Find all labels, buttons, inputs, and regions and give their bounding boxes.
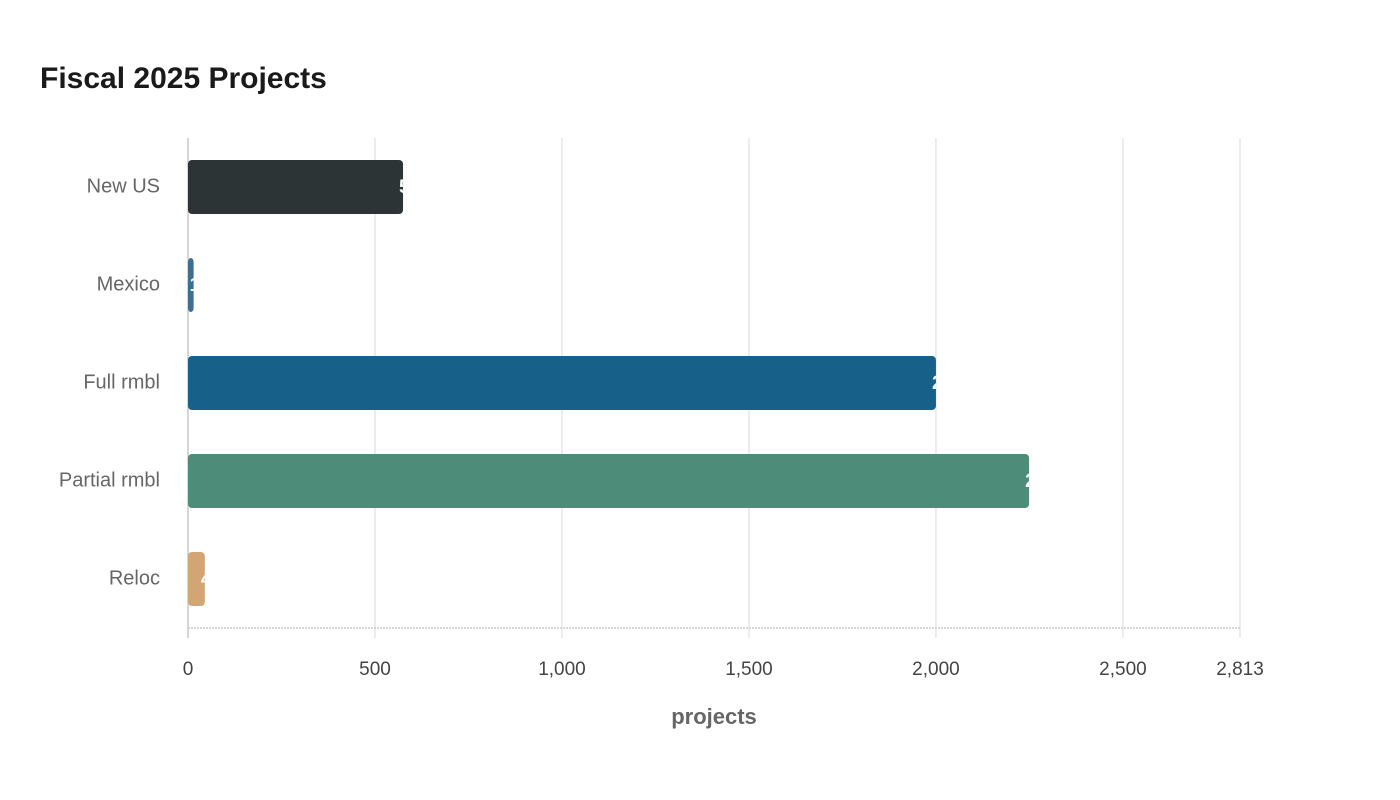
x-tick-label: 0 (183, 659, 194, 680)
x-axis-title: projects (671, 704, 757, 729)
bar (188, 356, 936, 410)
data-label: 45 (201, 569, 223, 590)
y-tick-label: Full rmbl (83, 371, 160, 393)
chart-title: Fiscal 2025 Projects (40, 62, 327, 95)
x-tick-label: 2,000 (912, 659, 960, 680)
x-tick-label: 2,813 (1216, 659, 1264, 680)
data-label: 15 (190, 275, 212, 296)
data-label: 2249 (1025, 471, 1067, 492)
bar (188, 160, 404, 214)
y-tick-label: Mexico (97, 273, 160, 295)
x-tick-label: 500 (359, 659, 391, 680)
y-tick-label: New US (87, 175, 160, 197)
x-tick-label: 1,000 (538, 659, 586, 680)
data-label: 2000 (932, 373, 974, 394)
data-label: 575 (399, 177, 431, 198)
x-tick-label: 2,500 (1099, 659, 1147, 680)
bar (188, 454, 1030, 508)
y-tick-label: Reloc (109, 567, 160, 589)
x-tick-label: 1,500 (725, 659, 773, 680)
bar (188, 552, 205, 606)
y-tick-label: Partial rmbl (59, 469, 160, 491)
bar (188, 258, 194, 312)
